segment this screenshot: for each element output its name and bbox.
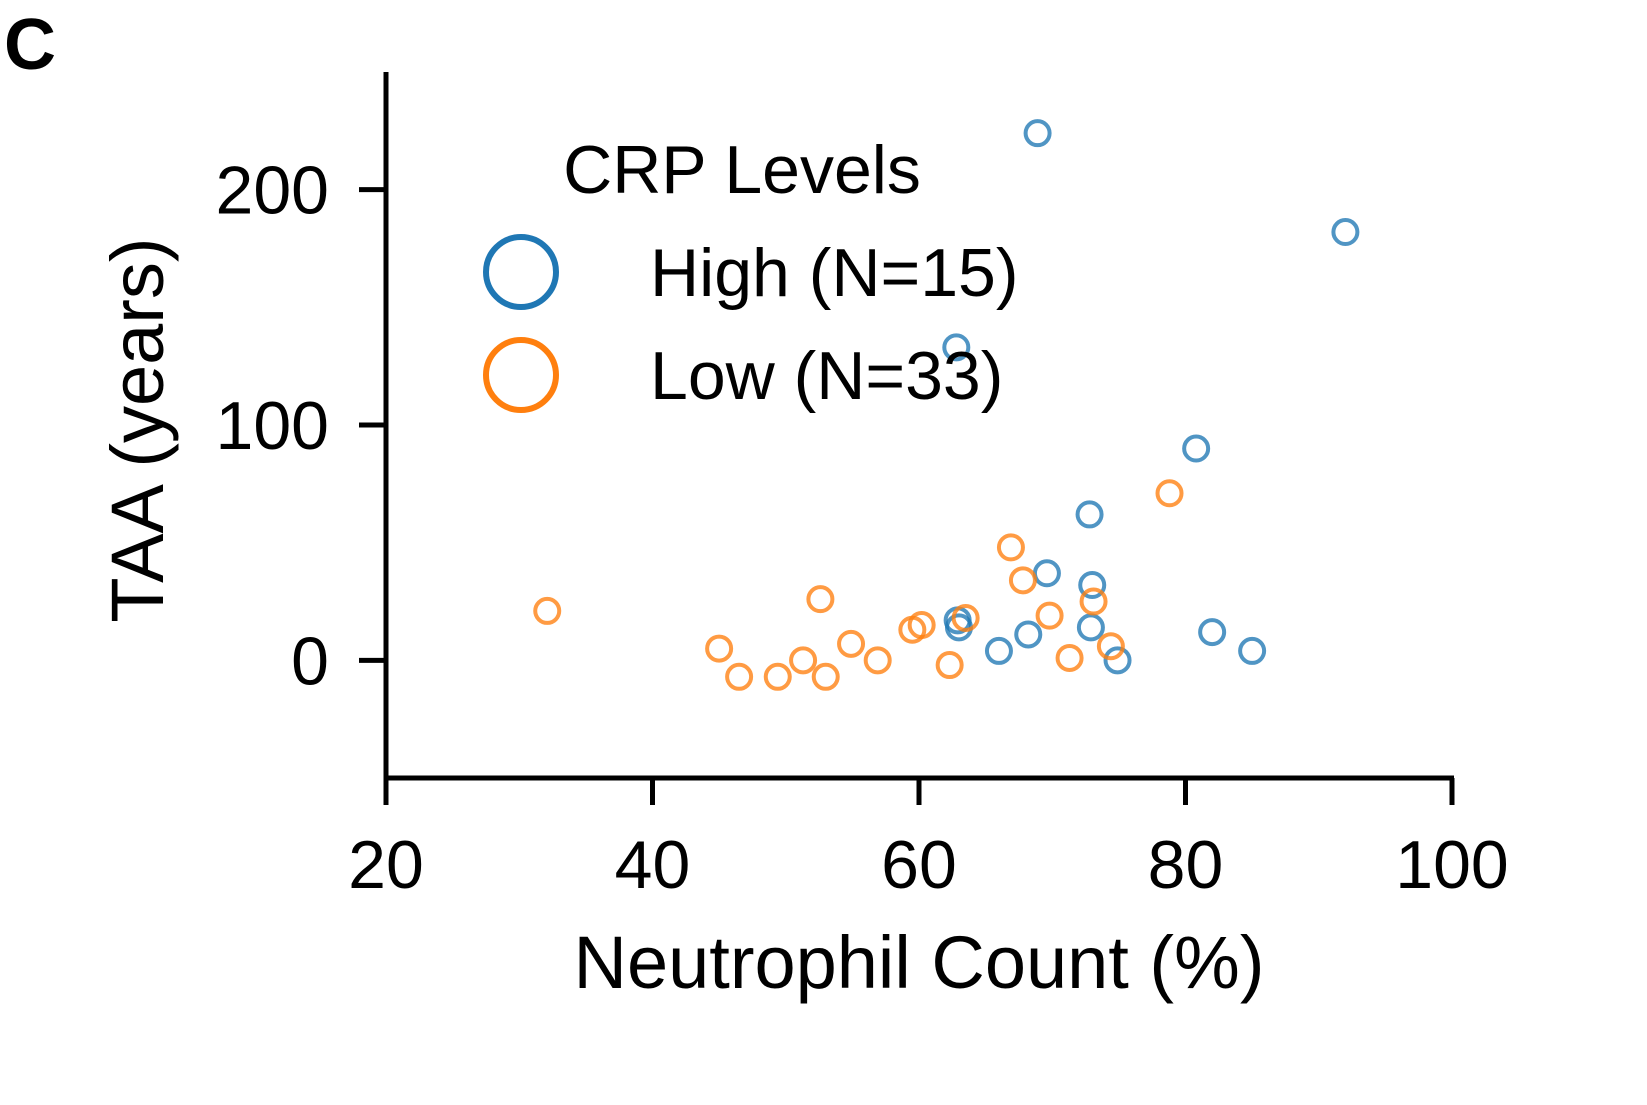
high-crp-point — [1182, 434, 1211, 463]
high-crp-point — [1076, 613, 1105, 642]
data-points — [533, 119, 1360, 691]
panel-label: C — [4, 5, 56, 85]
low-crp-point — [1055, 643, 1084, 672]
legend: CRP Levels High (N=15) Low (N=33) — [483, 132, 1019, 414]
y-tick-label: 0 — [291, 623, 329, 699]
y-tick-label: 100 — [216, 388, 329, 464]
x-tick-label: 20 — [348, 827, 424, 903]
low-crp-point — [951, 603, 980, 632]
low-crp-point — [1096, 632, 1125, 661]
low-crp-point — [789, 646, 818, 675]
legend-low-marker — [483, 337, 559, 413]
x-tick-label: 60 — [881, 827, 957, 903]
low-crp-point — [705, 634, 734, 663]
high-crp-point — [1014, 620, 1043, 649]
high-crp-point — [1103, 646, 1132, 675]
low-crp-point — [1008, 566, 1037, 595]
legend-title: CRP Levels — [563, 132, 921, 208]
low-crp-point — [863, 646, 892, 675]
low-crp-point — [837, 629, 866, 658]
legend-high-label: High (N=15) — [650, 235, 1019, 311]
y-axis-title: TAA (years) — [96, 237, 179, 622]
low-crp-point — [1079, 587, 1108, 616]
low-crp-point — [1035, 601, 1064, 630]
low-crp-point — [811, 662, 840, 691]
high-crp-point — [1331, 218, 1360, 247]
x-axis-title: Neutrophil Count (%) — [574, 921, 1265, 1004]
high-crp-point — [984, 636, 1013, 665]
legend-low-label: Low (N=33) — [650, 338, 1003, 414]
low-crp-point — [806, 585, 835, 614]
low-crp-point — [1155, 479, 1184, 508]
low-crp-point — [763, 662, 792, 691]
low-crp-point — [725, 662, 754, 691]
high-crp-point — [942, 333, 971, 362]
high-crp-point — [1023, 119, 1052, 148]
x-tick-label: 100 — [1395, 827, 1508, 903]
x-tick-label: 40 — [615, 827, 691, 903]
high-crp-point — [1198, 618, 1227, 647]
low-crp-point — [533, 596, 562, 625]
axes: 20 40 60 80 100 0 100 200 — [216, 72, 1509, 903]
legend-high-marker — [483, 234, 559, 310]
x-tick-label: 80 — [1148, 827, 1224, 903]
high-crp-point — [1075, 500, 1104, 529]
low-crp-point — [935, 651, 964, 680]
high-crp-point — [1238, 636, 1267, 665]
high-crp-point — [1032, 559, 1061, 588]
y-tick-label: 200 — [216, 153, 329, 229]
high-crp-point — [1078, 571, 1107, 600]
low-crp-point — [996, 533, 1025, 562]
low-crp-point — [907, 611, 936, 640]
